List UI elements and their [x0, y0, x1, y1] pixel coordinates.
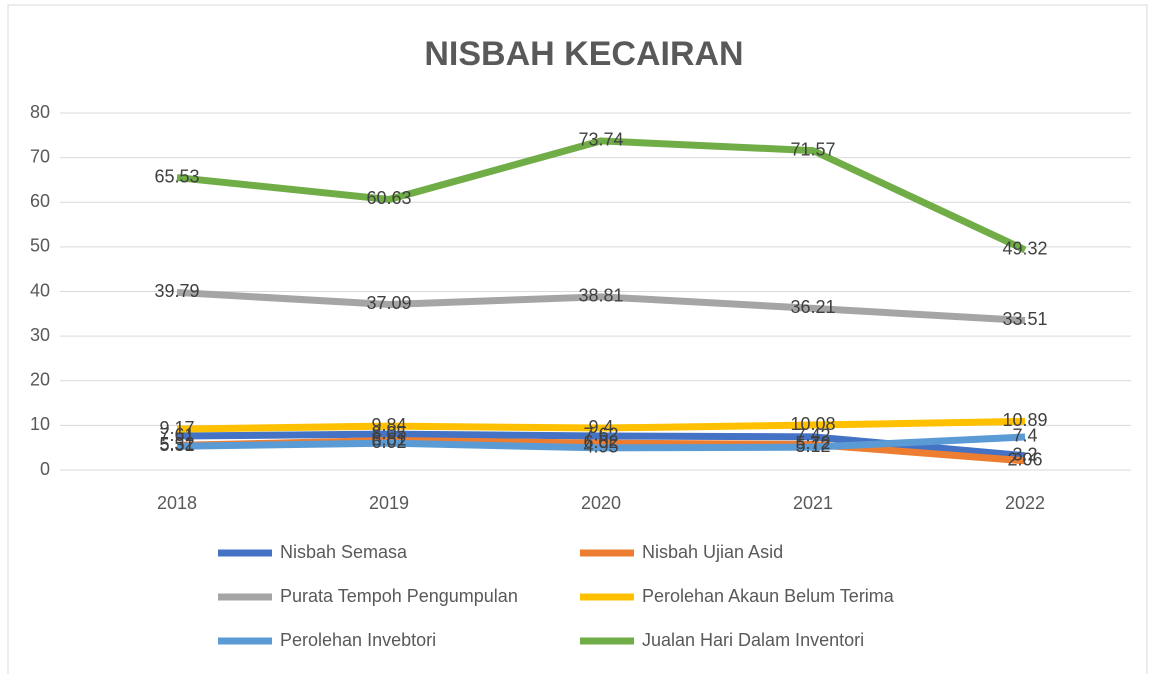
- data-label: 71.57: [790, 139, 835, 159]
- chart-border: [7, 4, 1148, 679]
- series-line: [176, 433, 1026, 452]
- x-tick-label: 2021: [793, 493, 833, 513]
- chart-title: NISBAH KECAIRAN: [424, 35, 743, 73]
- data-label: 7.4: [1012, 426, 1037, 446]
- data-label: 6.02: [583, 432, 618, 452]
- data-label: 37.09: [366, 293, 411, 313]
- data-label: 4.95: [583, 437, 618, 457]
- legend-label: Perolehan Invebtori: [280, 630, 436, 650]
- y-tick-label: 50: [30, 236, 50, 256]
- x-tick-label: 2020: [581, 493, 621, 513]
- data-label: 2.06: [1007, 450, 1042, 470]
- legend-label: Jualan Hari Dalam Inventori: [642, 630, 864, 650]
- legend-label: Nisbah Ujian Asid: [642, 542, 783, 562]
- data-label: 60.63: [366, 188, 411, 208]
- data-label: 65.53: [154, 166, 199, 186]
- data-label: 73.74: [578, 130, 623, 150]
- legend-label: Nisbah Semasa: [280, 542, 408, 562]
- data-label: 39.79: [154, 281, 199, 301]
- data-label: 9.4: [588, 417, 613, 437]
- data-label: 3.2: [1012, 444, 1037, 464]
- series-line: [176, 288, 1026, 324]
- data-label: 5.52: [159, 434, 194, 454]
- y-tick-label: 30: [30, 325, 50, 345]
- data-label: 36.21: [790, 297, 835, 317]
- data-label: 10.89: [1002, 410, 1047, 430]
- y-tick-label: 80: [30, 102, 50, 122]
- data-label: 7.42: [795, 426, 830, 446]
- data-label: 6.61: [371, 429, 406, 449]
- x-tick-label: 2019: [369, 493, 409, 513]
- data-label: 33.51: [1002, 309, 1047, 329]
- data-label: 38.81: [578, 286, 623, 306]
- x-tick-label: 2018: [157, 493, 197, 513]
- y-tick-label: 10: [30, 414, 50, 434]
- data-label: 5.72: [795, 433, 830, 453]
- x-tick-label: 2022: [1005, 493, 1045, 513]
- legend-label: Perolehan Akaun Belum Terima: [642, 586, 895, 606]
- data-label: 9.84: [371, 415, 406, 435]
- y-tick-label: 70: [30, 146, 50, 166]
- data-label: 10.08: [790, 414, 835, 434]
- series-line: [176, 417, 1026, 433]
- data-label: 5.31: [159, 435, 194, 455]
- data-label: 7.61: [159, 425, 194, 445]
- y-tick-label: 40: [30, 280, 50, 300]
- data-label: 8.05: [371, 423, 406, 443]
- data-label: 6.02: [371, 432, 406, 452]
- data-label: 49.32: [1002, 239, 1047, 259]
- series-line: [176, 137, 1027, 254]
- data-label: 5.12: [795, 436, 830, 456]
- y-tick-label: 20: [30, 370, 50, 390]
- data-label: 9.17: [159, 418, 194, 438]
- y-tick-label: 60: [30, 191, 50, 211]
- data-label: 7.62: [583, 425, 618, 445]
- legend-label: Purata Tempoh Pengumpulan: [280, 586, 518, 606]
- y-tick-label: 0: [40, 459, 50, 479]
